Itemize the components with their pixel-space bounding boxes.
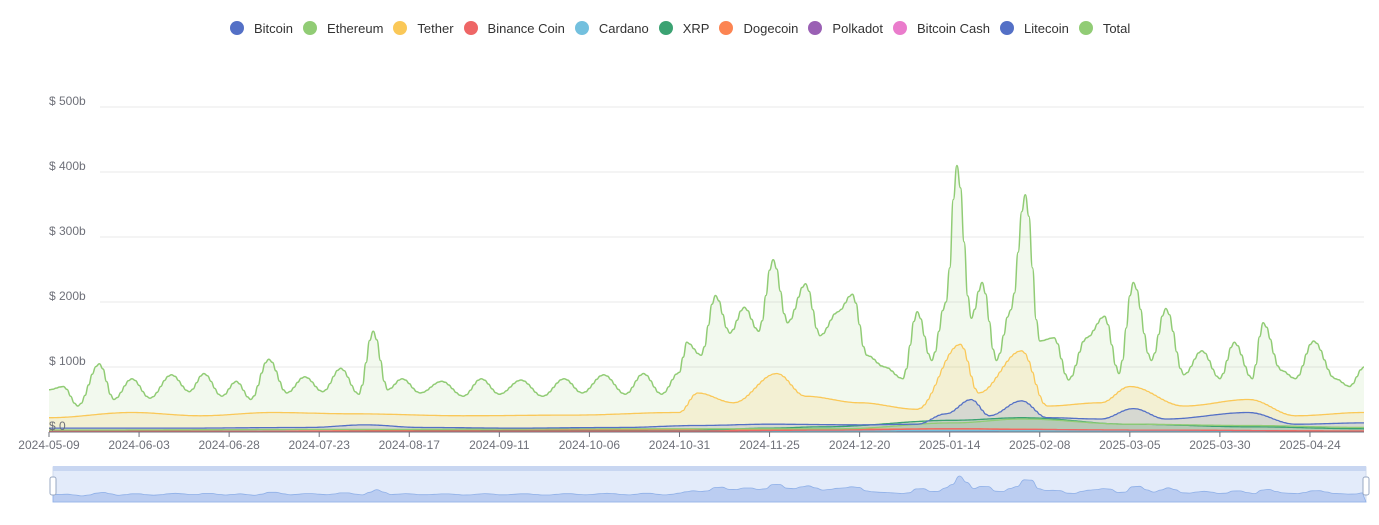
y-tick-label: $ 400b: [49, 159, 86, 173]
legend-label: XRP: [682, 20, 710, 36]
x-tick-label: 2024-08-17: [379, 438, 441, 452]
x-tick-label: 2025-02-08: [1009, 438, 1071, 452]
legend-label: Cardano: [598, 20, 649, 36]
legend-item-xrp[interactable]: XRP: [658, 20, 710, 36]
legend-item-ethereum[interactable]: Ethereum: [303, 21, 383, 36]
zoom-handle-left[interactable]: [49, 476, 57, 496]
legend-item-polkadot[interactable]: Polkadot: [808, 21, 883, 36]
x-tick-label: 2025-03-05: [1099, 438, 1161, 452]
legend-item-total[interactable]: Total: [1078, 20, 1131, 36]
legend-item-dogecoin[interactable]: Dogecoin: [719, 21, 798, 36]
x-tick-label: 2024-09-11: [469, 438, 530, 452]
legend-marker: [303, 21, 318, 35]
y-tick-label: $ 200b: [49, 289, 86, 303]
legend-marker: [808, 21, 823, 35]
legend: Bitcoin Ethereum Tether Binance Coin Cardano…: [230, 17, 1140, 39]
legend-label: Litecoin: [1024, 20, 1069, 36]
x-tick-label: 2024-06-03: [108, 438, 170, 452]
legend-marker: [658, 21, 673, 35]
legend-item-bitcoin-cash[interactable]: Bitcoin Cash: [893, 21, 990, 36]
legend-label: Tether: [417, 20, 454, 36]
y-tick-label: $ 100b: [49, 354, 86, 368]
legend-label: Total: [1102, 20, 1131, 36]
y-tick-label: $ 0: [49, 419, 66, 433]
zoom-move-bar[interactable]: [53, 466, 1366, 471]
legend-label: Polkadot: [832, 20, 884, 36]
series-line-binance-coin: [48, 428, 1364, 433]
x-tick-label: 2025-03-30: [1189, 438, 1251, 452]
legend-label: Binance Coin: [487, 20, 565, 36]
legend-label: Bitcoin: [254, 20, 294, 36]
y-tick-label: $ 500b: [49, 94, 86, 108]
legend-label: Bitcoin Cash: [917, 20, 990, 36]
legend-item-bitcoin[interactable]: Bitcoin: [230, 21, 293, 36]
legend-marker: [574, 21, 589, 35]
legend-item-cardano[interactable]: Cardano: [574, 20, 649, 36]
legend-item-litecoin[interactable]: Litecoin: [1000, 21, 1069, 36]
x-tick-label: 2024-05-09: [18, 438, 80, 452]
series-line-tether: [49, 343, 1364, 419]
x-tick-label: 2024-10-31: [649, 438, 711, 452]
legend-marker: [893, 21, 908, 35]
legend-item-binance-coin[interactable]: Binance Coin: [463, 20, 565, 36]
legend-item-tether[interactable]: Tether: [393, 20, 454, 36]
x-tick-label: 2024-10-06: [559, 438, 621, 452]
x-tick-label: 2024-06-28: [198, 438, 260, 452]
legend-marker: [230, 21, 244, 35]
series-line-bitcoin: [49, 398, 1365, 429]
legend-label: Dogecoin: [743, 20, 799, 36]
series-area-total: [49, 165, 1364, 432]
legend-marker: [463, 21, 478, 35]
x-tick-label: 2025-01-14: [919, 438, 981, 452]
zoom-preview-area: [52, 475, 1367, 503]
zoom-handle-right[interactable]: [1362, 476, 1370, 496]
legend-label: Ethereum: [327, 20, 384, 36]
series-area-xrp: [49, 417, 1364, 432]
x-tick-label: 2024-12-20: [829, 438, 891, 452]
series-line-total: [48, 164, 1365, 407]
legend-marker: [719, 21, 734, 35]
legend-marker: [1078, 21, 1093, 35]
series-area-bitcoin: [49, 399, 1364, 432]
legend-marker: [1000, 21, 1014, 35]
x-tick-label: 2024-11-25: [739, 438, 800, 452]
data-zoom-slider[interactable]: [49, 466, 1370, 503]
legend-marker: [393, 21, 408, 35]
axis-layer: $ 0 $ 100b $ 200b $ 300b $ 400b $ 500b 2024-05…: [18, 94, 1364, 452]
series-line-ethereum: [48, 418, 1364, 431]
grid-layer: [100, 106, 1364, 368]
x-tick-label: 2024-07-23: [289, 438, 351, 452]
x-tick-label: 2025-04-24: [1279, 438, 1341, 452]
area-layer: [49, 165, 1364, 432]
y-tick-label: $ 300b: [49, 224, 86, 238]
